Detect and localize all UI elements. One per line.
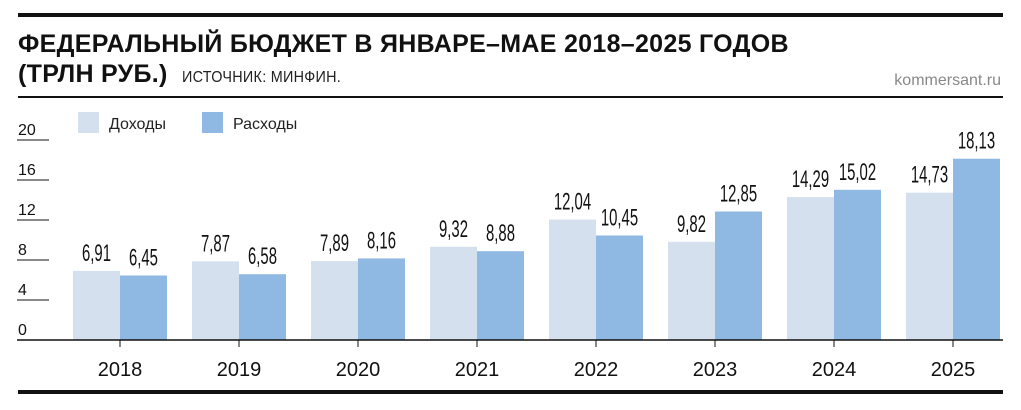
x-tick-label: 2024	[812, 359, 857, 381]
top-rule	[18, 13, 1003, 17]
bar-expense	[834, 189, 881, 340]
data-label: 12,85	[720, 181, 757, 207]
data-label: 12,04	[554, 189, 591, 215]
legend-label: Расходы	[233, 116, 297, 133]
bar-income	[192, 261, 239, 340]
data-label: 9,32	[439, 216, 468, 242]
site-label: kommersant.ru	[894, 72, 1001, 89]
x-tick-label: 2019	[217, 359, 262, 381]
y-tick-label: 12	[18, 202, 36, 219]
x-tick-label: 2020	[336, 359, 381, 381]
bar-expense	[596, 235, 643, 340]
bar-income	[549, 219, 596, 340]
bar-expense	[715, 211, 762, 340]
legend-swatch	[202, 112, 223, 133]
x-tick-label: 2023	[693, 359, 738, 381]
y-tick-label: 4	[18, 282, 27, 299]
bar-income	[311, 261, 358, 340]
bar-income	[668, 241, 715, 340]
bottom-rule	[18, 390, 1003, 394]
divider-rule	[18, 96, 1003, 98]
bar-expense	[953, 158, 1000, 340]
x-tick-label: 2021	[455, 359, 500, 381]
source-label: ИСТОЧНИК: МИНФИН.	[181, 69, 341, 86]
data-label: 10,45	[601, 205, 638, 231]
legend-label: Доходы	[109, 116, 166, 133]
bar-income	[906, 192, 953, 340]
y-tick-label: 0	[18, 322, 27, 339]
bar-income	[73, 270, 120, 340]
units-label: (ТРЛН РУБ.)	[18, 60, 168, 88]
y-tick-label: 16	[18, 162, 36, 179]
chart-title: ФЕДЕРАЛЬНЫЙ БЮДЖЕТ В ЯНВАРЕ–МАЕ 2018–202…	[18, 30, 789, 58]
bar-expense	[239, 274, 286, 340]
bar-income	[787, 197, 834, 340]
data-label: 9,82	[677, 211, 706, 237]
x-tick-label: 2018	[98, 359, 143, 381]
bar-expense	[120, 275, 167, 340]
bar-expense	[477, 251, 524, 340]
data-label: 14,73	[911, 162, 948, 188]
x-tick-label: 2025	[931, 359, 976, 381]
data-label: 7,87	[201, 231, 230, 257]
data-label: 8,88	[486, 221, 515, 247]
bar-expense	[358, 258, 405, 340]
bar-income	[430, 246, 477, 340]
y-tick-label: 8	[18, 242, 27, 259]
data-label: 6,58	[248, 244, 277, 270]
data-label: 18,13	[958, 128, 995, 154]
data-label: 6,45	[129, 245, 158, 271]
data-label: 7,89	[320, 231, 349, 257]
data-label: 15,02	[839, 159, 876, 185]
data-label: 14,29	[792, 167, 829, 193]
data-label: 8,16	[367, 228, 396, 254]
legend-swatch	[78, 112, 99, 133]
x-tick-label: 2022	[574, 359, 619, 381]
y-tick-label: 20	[18, 122, 36, 139]
chart-subtitle: (ТРЛН РУБ.) ИСТОЧНИК: МИНФИН.	[18, 60, 358, 89]
data-label: 6,91	[82, 240, 111, 266]
